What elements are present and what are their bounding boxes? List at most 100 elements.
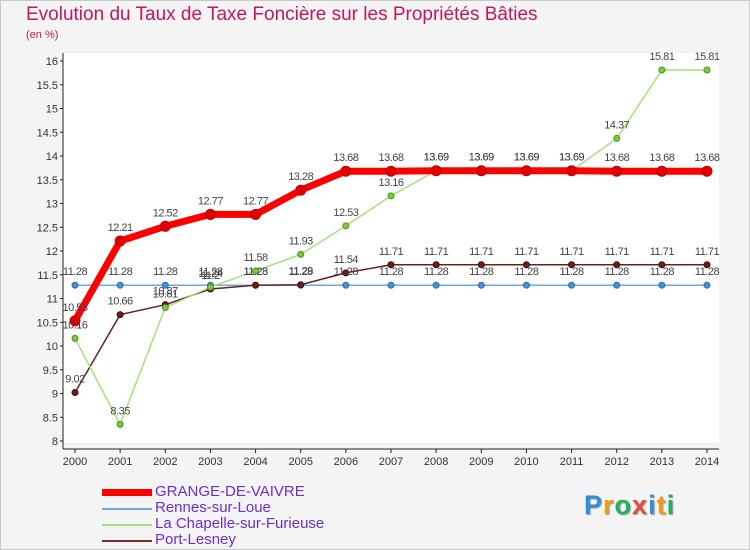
data-point (658, 261, 666, 269)
data-label: 11.28 (334, 266, 359, 278)
data-label: 8.35 (110, 405, 130, 417)
data-point (703, 281, 711, 289)
data-point (701, 165, 713, 177)
data-label: 11.54 (334, 254, 359, 266)
data-point (116, 311, 124, 319)
y-tick-label: 8 (52, 436, 58, 448)
y-tick-label: 9.5 (43, 365, 58, 377)
data-point (159, 220, 171, 232)
data-label: 12.53 (333, 207, 358, 219)
data-point (387, 192, 395, 200)
x-tick-label: 2010 (514, 456, 538, 468)
data-label: 11.28 (243, 266, 268, 278)
data-point (658, 66, 666, 74)
data-label: 11.58 (243, 252, 268, 264)
x-tick-label: 2004 (243, 456, 267, 468)
data-point (611, 165, 623, 177)
chart-title: Evolution du Taux de Taxe Foncière sur l… (26, 4, 538, 25)
data-label: 11.28 (108, 266, 133, 278)
data-label: 13.69 (469, 152, 494, 164)
legend: GRANGE-DE-VAIVRE Rennes-sur-Loue La Chap… (102, 484, 362, 548)
y-tick-label: 13 (46, 199, 58, 211)
data-label: 11.71 (514, 246, 539, 258)
data-label: 11.28 (514, 266, 539, 278)
data-label: 12.77 (198, 195, 223, 207)
data-label: 15.81 (694, 51, 719, 63)
y-tick-label: 10.5 (37, 317, 58, 329)
data-label: 13.69 (424, 152, 449, 164)
x-tick-label: 2002 (153, 456, 177, 468)
data-label: 10.16 (62, 319, 87, 331)
data-label: 11.71 (424, 246, 449, 258)
data-label: 13.68 (604, 152, 629, 164)
data-label: 11.28 (650, 266, 675, 278)
data-point (342, 269, 350, 277)
data-point (204, 208, 216, 220)
data-point (703, 66, 711, 74)
plot-area (63, 53, 719, 443)
data-point (613, 134, 621, 142)
data-label: 11.28 (289, 266, 314, 278)
x-tick-label: 2009 (469, 456, 493, 468)
y-tick-label: 13.5 (37, 175, 58, 187)
data-point (116, 420, 124, 428)
legend-label: Port-Lesney (155, 531, 236, 548)
data-point (71, 281, 79, 289)
data-point (703, 261, 711, 269)
data-label: 11.28 (695, 266, 720, 278)
data-point (161, 304, 169, 312)
data-label: 11.71 (379, 246, 404, 258)
data-point (432, 261, 440, 269)
y-tick-label: 11.5 (37, 270, 58, 282)
legend-item-rennes: Rennes-sur-Loue (102, 500, 362, 516)
data-label: 11.28 (153, 266, 178, 278)
data-point (658, 281, 666, 289)
data-point (477, 281, 485, 289)
data-label: 13.69 (514, 152, 539, 164)
data-point (342, 222, 350, 230)
data-point (71, 334, 79, 342)
data-label: 10.66 (108, 296, 133, 308)
x-tick-label: 2014 (695, 456, 719, 468)
data-point (69, 315, 81, 327)
chart-unit: (en %) (26, 29, 59, 41)
data-label: 13.68 (378, 152, 403, 164)
data-point (477, 261, 485, 269)
data-label: 11.2 (201, 270, 220, 282)
proxiti-logo: Proxiti (584, 490, 676, 520)
data-point (475, 165, 487, 177)
data-point (387, 281, 395, 289)
data-label: 11.71 (650, 246, 675, 258)
x-tick-label: 2008 (424, 456, 448, 468)
data-label: 11.71 (695, 246, 720, 258)
data-point (656, 165, 668, 177)
y-tick-label: 10 (46, 341, 58, 353)
data-label: 10.81 (153, 289, 178, 301)
data-point (297, 250, 305, 258)
legend-item-chapelle: La Chapelle-sur-Furieuse (102, 516, 362, 532)
y-tick-label: 14 (46, 151, 58, 163)
data-label: 13.69 (559, 152, 584, 164)
data-point (613, 261, 621, 269)
legend-label: GRANGE-DE-VAIVRE (155, 483, 305, 500)
data-point (613, 281, 621, 289)
y-tick-label: 9 (52, 389, 58, 401)
legend-swatch (102, 489, 152, 496)
data-label: 13.69 (559, 152, 584, 164)
data-label: 13.69 (424, 152, 449, 164)
data-label: 13.69 (514, 152, 539, 164)
x-tick-label: 2012 (604, 456, 628, 468)
x-tick-label: 2001 (108, 456, 132, 468)
data-label: 11.71 (605, 246, 630, 258)
data-label: 11.28 (379, 266, 404, 278)
data-label: 11.28 (469, 266, 494, 278)
legend-label: Rennes-sur-Loue (155, 499, 271, 516)
data-label: 11.28 (559, 266, 584, 278)
data-point (342, 281, 350, 289)
data-label: 12.52 (153, 207, 178, 219)
legend-item-port: Port-Lesney (102, 532, 362, 548)
y-tick-label: 16 (46, 56, 58, 68)
data-point (206, 283, 214, 291)
legend-swatch (102, 524, 152, 526)
